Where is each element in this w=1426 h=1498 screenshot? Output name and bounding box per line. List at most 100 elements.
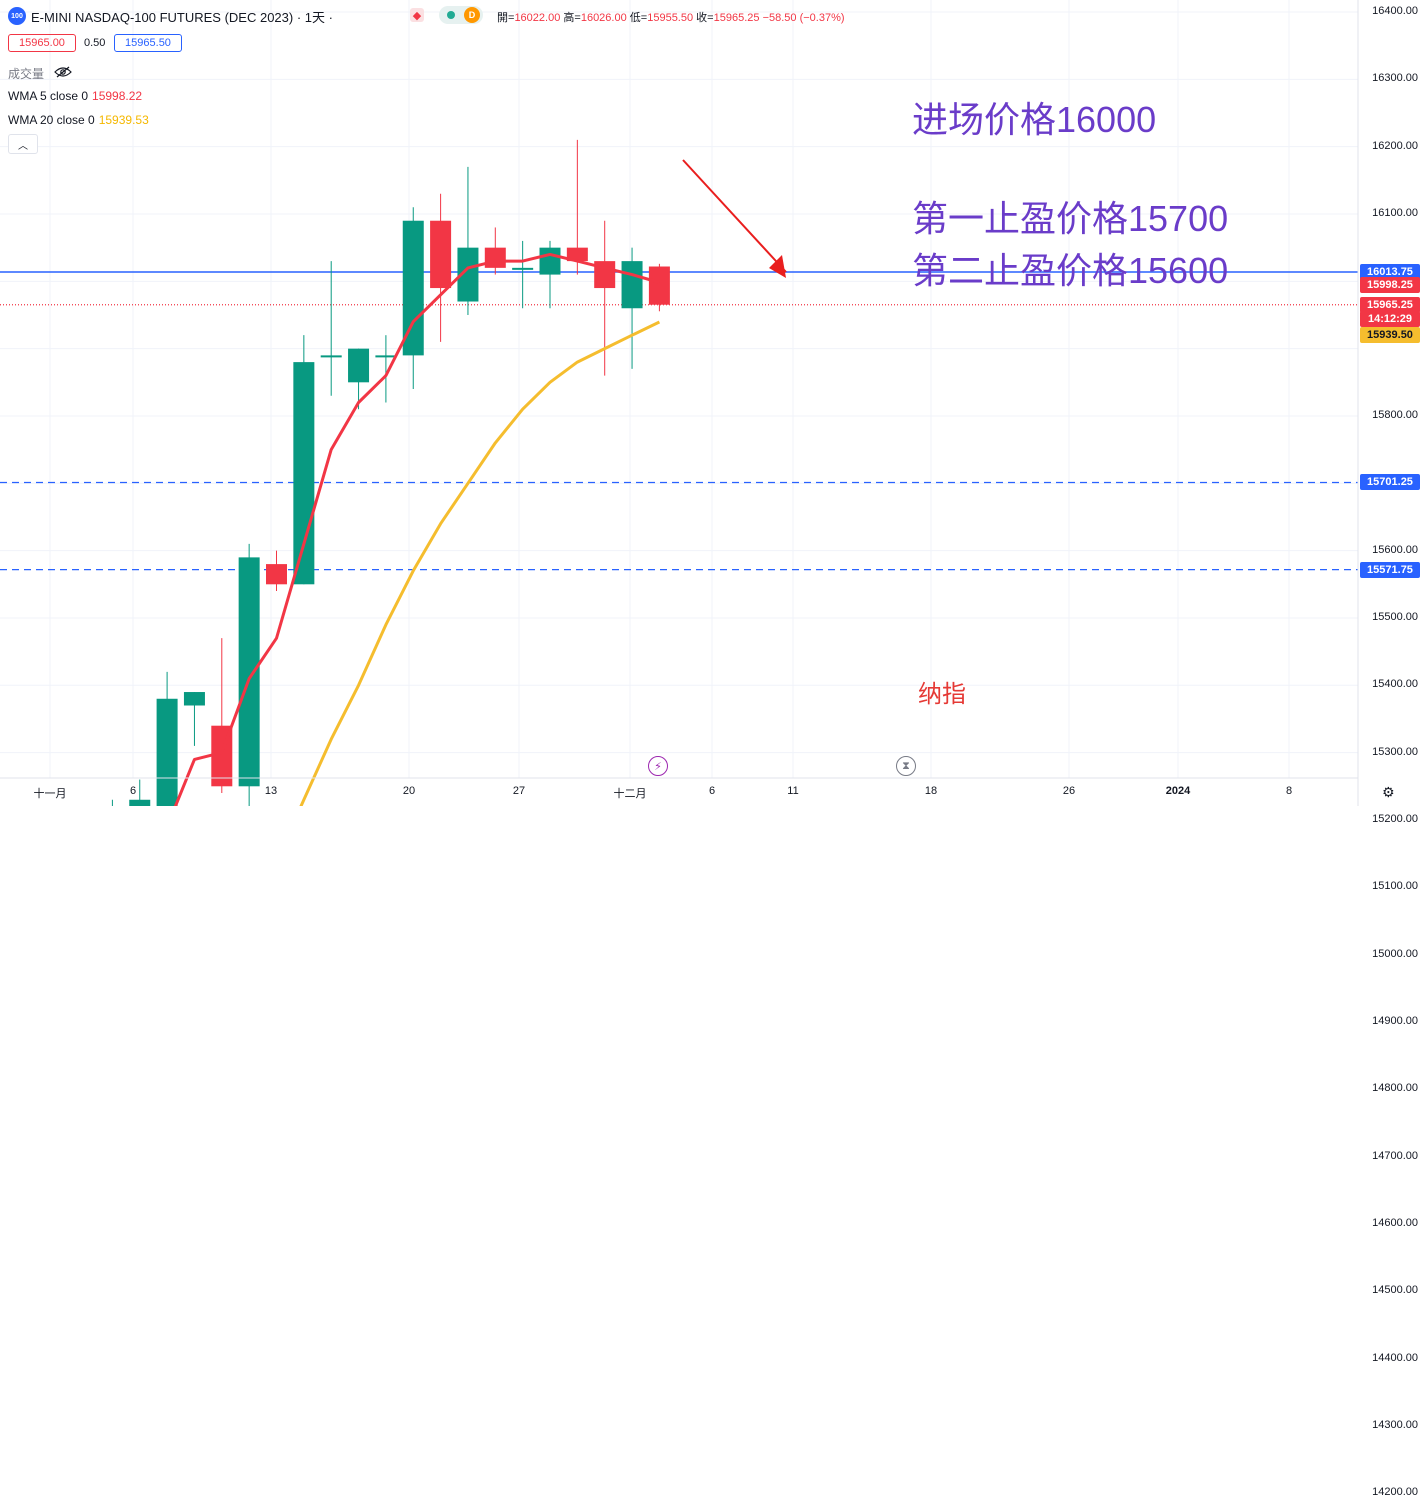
time-tick: 6 bbox=[129, 785, 137, 797]
symbol-badge: 100 bbox=[8, 7, 26, 25]
candle-body bbox=[293, 362, 315, 585]
last-price-label: 15965.25 bbox=[1360, 296, 1420, 313]
wma5-price-label: 15998.25 bbox=[1360, 277, 1420, 294]
buy-button[interactable]: 15965.50 bbox=[114, 34, 182, 52]
price-tick: 16200.00 bbox=[1372, 139, 1418, 152]
entry-price-note[interactable]: 进场价格16000 bbox=[912, 99, 1157, 140]
candle-body bbox=[375, 355, 397, 358]
price-tick: 15100.00 bbox=[1372, 880, 1418, 893]
wma20-line bbox=[299, 320, 661, 806]
candle bbox=[402, 207, 424, 390]
time-tick: 11 bbox=[787, 785, 799, 797]
wma5-line bbox=[173, 252, 660, 806]
candle bbox=[512, 240, 534, 309]
candle-body bbox=[430, 220, 452, 289]
flag-icon[interactable]: ◆ bbox=[410, 8, 424, 22]
candle-body bbox=[402, 220, 424, 356]
price-tick: 15800.00 bbox=[1372, 408, 1418, 421]
candle bbox=[457, 166, 479, 315]
candle bbox=[648, 263, 670, 312]
candle bbox=[539, 240, 561, 309]
wma20-legend[interactable]: WMA 20 close 0 15939.53 bbox=[8, 113, 149, 127]
tp2-price-note[interactable]: 第二止盈价格15600 bbox=[912, 250, 1229, 291]
candle bbox=[320, 261, 342, 396]
candle-body bbox=[648, 266, 670, 305]
entry-line-label: 16013.75 bbox=[1360, 264, 1420, 281]
market-note[interactable]: 纳指 bbox=[918, 681, 966, 708]
candle-body bbox=[183, 692, 205, 706]
symbol-header[interactable]: 100 E-MINI NASDAQ-100 FUTURES (DEC 2023)… bbox=[8, 6, 333, 26]
price-tick: 14800.00 bbox=[1372, 1082, 1418, 1095]
price-tick: 15600.00 bbox=[1372, 543, 1418, 556]
time-tick: 27 bbox=[512, 785, 526, 797]
lightning-event-icon[interactable]: ⚡ bbox=[648, 756, 668, 776]
hourglass-event-icon[interactable]: ⧗ bbox=[896, 756, 916, 776]
price-tick: 14900.00 bbox=[1372, 1014, 1418, 1027]
down-arrow-icon bbox=[682, 159, 787, 278]
time-tick: 6 bbox=[708, 785, 716, 797]
price-tick: 14500.00 bbox=[1372, 1284, 1418, 1297]
horizontal-lines bbox=[0, 271, 1358, 571]
price-tick: 15300.00 bbox=[1372, 745, 1418, 758]
eye-hidden-icon[interactable] bbox=[54, 66, 72, 81]
price-tick: 15400.00 bbox=[1372, 678, 1418, 691]
price-tick: 16100.00 bbox=[1372, 206, 1418, 219]
countdown-label: 14:12:29 bbox=[1360, 310, 1420, 327]
candle bbox=[375, 335, 397, 403]
wma5-legend[interactable]: WMA 5 close 0 15998.22 bbox=[8, 89, 143, 103]
candle-body bbox=[621, 261, 643, 309]
wma20-price-label: 15939.50 bbox=[1360, 327, 1420, 344]
candle-body bbox=[266, 564, 287, 585]
price-tick: 15000.00 bbox=[1372, 947, 1418, 960]
candle-body bbox=[320, 355, 342, 358]
candle bbox=[266, 550, 287, 592]
candle-body bbox=[156, 698, 178, 806]
symbol-title[interactable]: E-MINI NASDAQ-100 FUTURES (DEC 2023) · 1… bbox=[31, 9, 333, 25]
data-delay-badge: D bbox=[464, 7, 480, 23]
candle-body bbox=[348, 348, 370, 383]
price-tick: 14600.00 bbox=[1372, 1216, 1418, 1229]
candle bbox=[211, 638, 233, 794]
candle-body bbox=[512, 267, 534, 270]
price-tick: 15500.00 bbox=[1372, 610, 1418, 623]
market-status-pill[interactable]: D bbox=[439, 6, 483, 24]
price-chart[interactable] bbox=[0, 0, 1426, 806]
collapse-legend-button[interactable]: ︿ bbox=[8, 134, 38, 154]
time-tick: 十二月 bbox=[613, 788, 647, 800]
price-tick: 14200.00 bbox=[1372, 1486, 1418, 1498]
time-tick: 18 bbox=[924, 785, 938, 797]
candle bbox=[484, 227, 506, 275]
time-tick: 20 bbox=[402, 785, 416, 797]
candle bbox=[566, 139, 588, 275]
candle bbox=[129, 779, 151, 806]
chevron-up-icon: ︿ bbox=[18, 140, 28, 152]
spread-value: 0.50 bbox=[84, 37, 106, 49]
candle bbox=[348, 348, 370, 410]
tp1-price-note[interactable]: 第一止盈价格15700 bbox=[912, 198, 1229, 239]
candle bbox=[430, 193, 452, 342]
time-tick: 2024 bbox=[1165, 785, 1191, 797]
candle-body bbox=[129, 799, 151, 806]
candle bbox=[111, 799, 113, 806]
candle-body bbox=[484, 247, 506, 268]
price-tick: 14300.00 bbox=[1372, 1418, 1418, 1431]
time-tick: 8 bbox=[1285, 785, 1293, 797]
chart-grid bbox=[0, 0, 1358, 778]
candle-body bbox=[457, 247, 479, 302]
time-tick: 26 bbox=[1062, 785, 1076, 797]
candle bbox=[238, 543, 260, 806]
volume-legend[interactable]: 成交量 bbox=[8, 65, 72, 82]
candlestick-series bbox=[111, 139, 670, 806]
price-tick: 15200.00 bbox=[1372, 812, 1418, 825]
gear-icon[interactable]: ⚙ bbox=[1382, 784, 1395, 800]
ohlc-values: 開=16022.00 高=16026.00 低=15955.50 收=15965… bbox=[497, 12, 845, 24]
candle bbox=[156, 671, 178, 806]
sell-button[interactable]: 15965.00 bbox=[8, 34, 76, 52]
time-tick: 十一月 bbox=[33, 788, 67, 800]
tp1-line-label: 15701.25 bbox=[1360, 474, 1420, 491]
price-tick: 16400.00 bbox=[1372, 5, 1418, 17]
candle-body bbox=[566, 247, 588, 262]
price-tick: 14700.00 bbox=[1372, 1149, 1418, 1162]
time-tick: 13 bbox=[264, 785, 278, 797]
tp2-line-label: 15571.75 bbox=[1360, 561, 1420, 578]
